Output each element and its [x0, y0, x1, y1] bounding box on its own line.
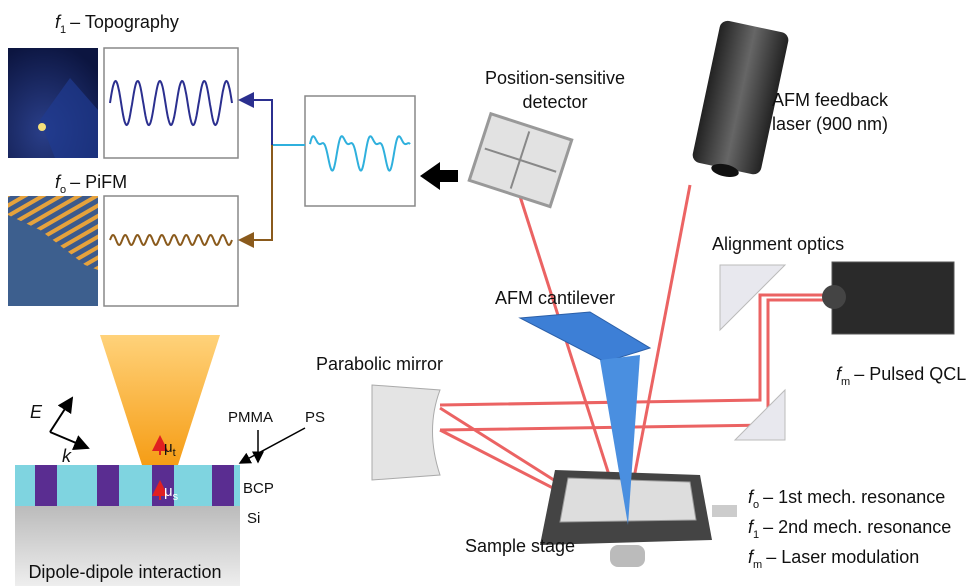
legend-part: 1 [753, 529, 759, 541]
label: PS [305, 409, 325, 426]
mirror [720, 265, 785, 330]
label: k [62, 446, 72, 466]
panel-title: fo– PiFM [55, 172, 127, 196]
signal-box [104, 196, 238, 306]
label: Position-sensitive [485, 68, 625, 88]
legend-part: – 2nd mech. resonance [763, 517, 951, 537]
stage-knob [610, 545, 645, 567]
label: BCP [243, 480, 274, 497]
label: fm– Pulsed QCL [836, 364, 966, 388]
label: AFM cantilever [495, 288, 615, 308]
qcl-aperture [822, 285, 846, 309]
signal-box [305, 96, 415, 206]
label: Sample stage [465, 536, 575, 556]
parabolic-mirror [372, 385, 440, 480]
connector [240, 100, 272, 145]
label: Alignment optics [712, 234, 844, 254]
label: PMMA [228, 409, 273, 426]
legend-entry: f1– 2nd mech. resonance [748, 517, 951, 541]
pointer [240, 428, 305, 463]
cantilever [520, 312, 650, 362]
label: AFM feedback [772, 90, 889, 110]
detector [469, 114, 571, 207]
label: E [30, 402, 43, 422]
e-arrow [50, 398, 72, 432]
caption: Dipole-dipole interaction [28, 562, 221, 582]
signal-arrow [420, 162, 458, 190]
legend-entry: fm– Laser modulation [748, 547, 919, 571]
signal-box [104, 48, 238, 158]
legend-part: m [753, 559, 762, 571]
label: detector [522, 92, 587, 112]
qcl [832, 262, 954, 334]
legend-part: o [753, 499, 759, 511]
connector [240, 145, 272, 240]
stage-knob [712, 505, 737, 517]
label: laser (900 nm) [772, 114, 888, 134]
legend-entry: fo– 1st mech. resonance [748, 487, 945, 511]
legend-part: – 1st mech. resonance [763, 487, 945, 507]
label: Si [247, 510, 260, 527]
panel-title: f1– Topography [55, 12, 179, 36]
diagram: f1– Topography fo– PiFM Position-sensiti… [0, 0, 977, 586]
label: Parabolic mirror [316, 354, 443, 374]
topography-spot [38, 123, 46, 131]
legend-part: – Laser modulation [766, 547, 919, 567]
